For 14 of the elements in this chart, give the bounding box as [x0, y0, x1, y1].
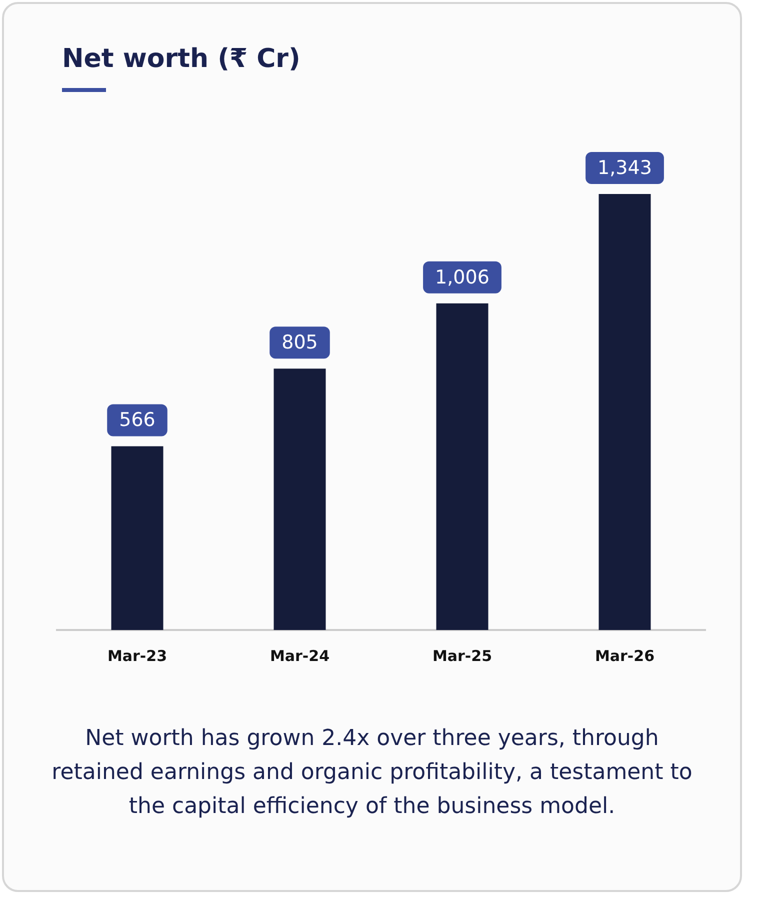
data-label: 566: [119, 409, 156, 432]
bar: [111, 446, 164, 630]
chart-title: Net worth (₹ Cr): [62, 44, 300, 74]
x-tick-label: Mar-23: [107, 646, 168, 665]
x-tick-label: Mar-26: [594, 646, 655, 665]
data-label: 805: [282, 332, 318, 354]
bar: [598, 194, 651, 630]
data-label: 1,006: [435, 266, 490, 288]
data-label: 1,343: [598, 156, 652, 179]
x-tick-label: Mar-24: [270, 646, 330, 665]
x-tick-label: Mar-25: [432, 646, 492, 665]
bar: [274, 368, 326, 630]
bar: [436, 303, 488, 630]
text: Net worth has grown 2.4x over three years, through retained earnings and organic profitability, a testament to the capital efficiency of the business model.: [50, 725, 694, 821]
